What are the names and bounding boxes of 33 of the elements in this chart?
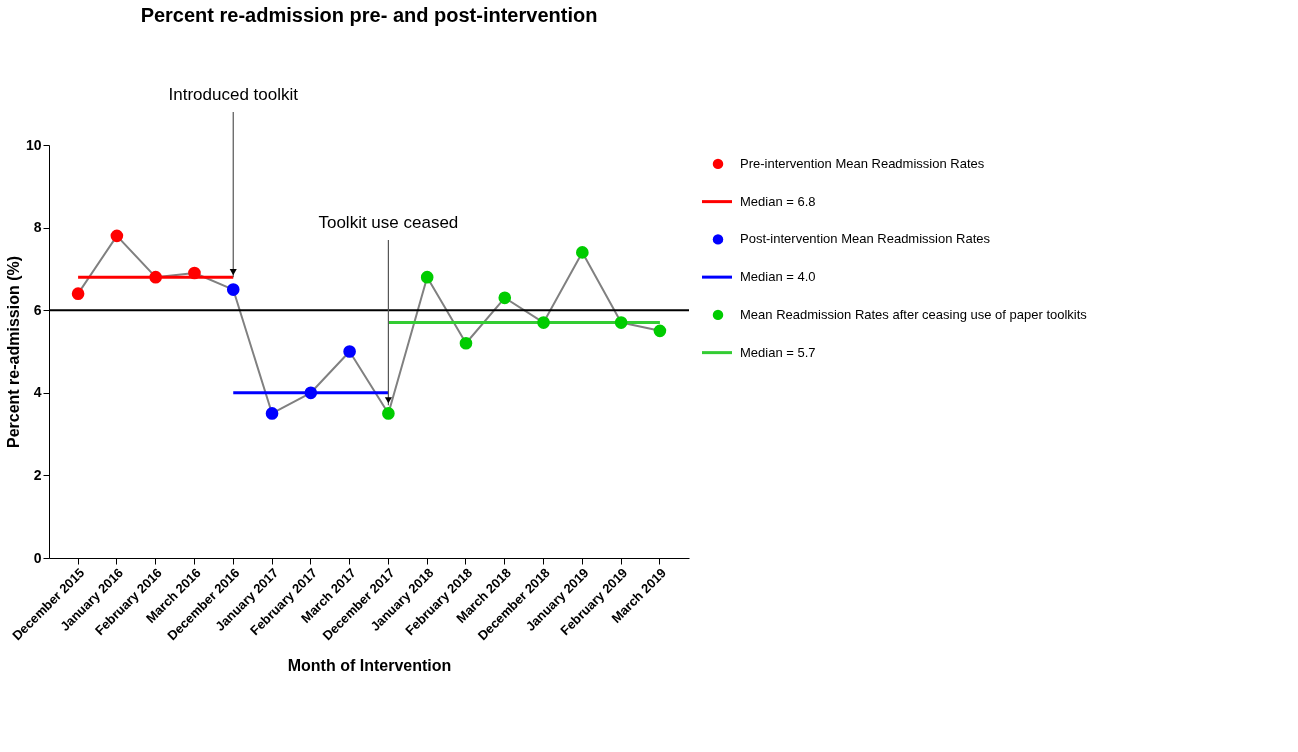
y-tick-label: 8: [33, 219, 42, 236]
point: [459, 336, 473, 350]
annotation: Introduced toolkit: [168, 84, 299, 104]
y-axis-title: Percent re-admission (%): [4, 255, 22, 449]
legend-label: Median = 4.0: [740, 269, 816, 285]
point: [188, 266, 201, 280]
point: [226, 283, 240, 296]
point: [110, 229, 124, 243]
legend-label: Median = 5.7: [740, 344, 816, 360]
point: [576, 246, 589, 259]
point: [420, 270, 434, 284]
point: [614, 316, 628, 329]
point: [537, 316, 550, 329]
point: [149, 270, 162, 284]
chart-title: Percent re-admission pre- and post-intervention: [140, 3, 598, 26]
y-tick-label: 6: [33, 301, 42, 318]
y-tick-label: 0: [33, 549, 42, 566]
point: [343, 345, 356, 358]
point: [382, 407, 395, 420]
point: [265, 407, 279, 420]
legend-label: Post-intervention Mean Readmission Rates: [740, 231, 991, 247]
legend-label: Mean Readmission Rates after ceasing use of paper toolkits: [740, 306, 1088, 322]
point: [653, 324, 667, 338]
point: [71, 287, 85, 300]
annotation: Toolkit use ceased: [318, 212, 459, 232]
legend-label: Median = 6.8: [740, 193, 816, 209]
x-axis-title: Month of Intervention: [287, 657, 452, 675]
y-tick-label: 2: [33, 466, 42, 483]
point: [304, 386, 318, 400]
point: [498, 291, 512, 305]
legend-label: Pre-intervention Mean Readmission Rates: [740, 155, 985, 171]
y-tick-label: 10: [25, 136, 42, 153]
y-tick-label: 4: [33, 384, 42, 401]
